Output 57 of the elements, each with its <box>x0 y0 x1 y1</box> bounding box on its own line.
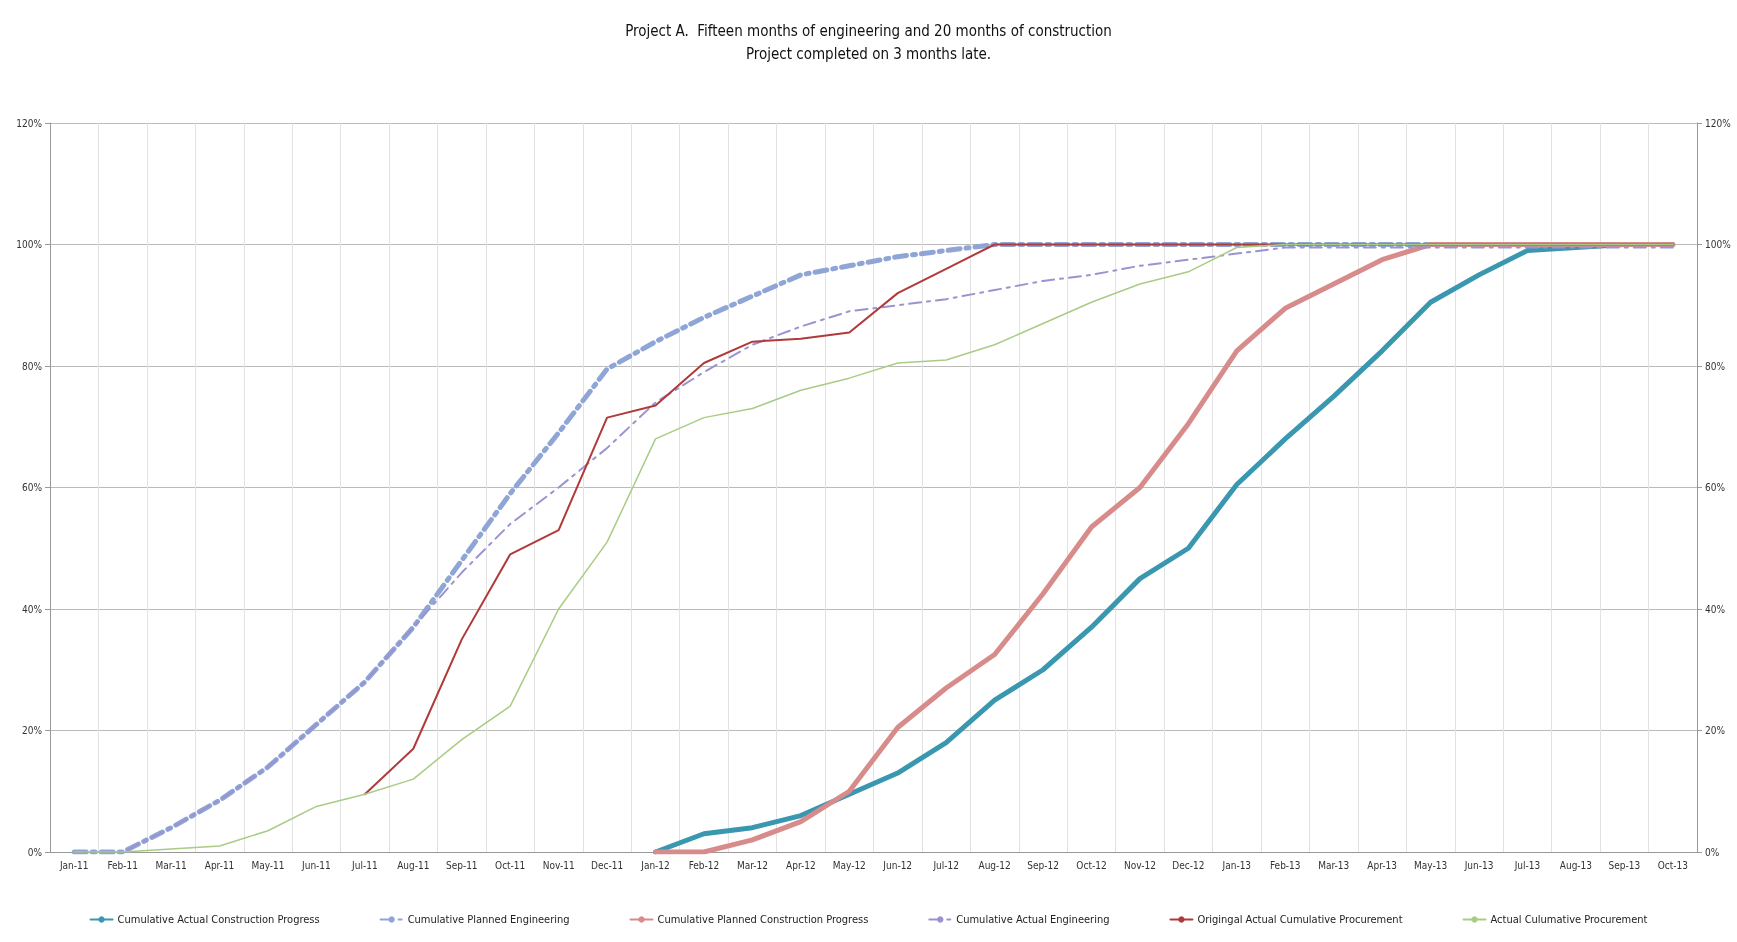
x-tick-label: Nov-12 <box>1123 859 1156 871</box>
chart-title: Project A. Fifteen months of engineering and 20 months of construction <box>625 21 1112 40</box>
y2-tick-label: 0% <box>1705 846 1720 858</box>
x-tick-label: Mar-11 <box>155 859 187 871</box>
legend-label: Cumulative Planned Construction Progress <box>657 913 869 926</box>
x-tick-label: Apr-11 <box>204 859 235 871</box>
y2-tick-label: 100% <box>1705 239 1732 250</box>
y2-tick-label: 40% <box>1705 603 1726 615</box>
x-tick-label: Mar-13 <box>1318 859 1350 871</box>
x-tick-label: May-11 <box>251 859 285 871</box>
x-tick-label: Jun-11 <box>301 859 331 871</box>
x-tick-label: Nov-11 <box>542 859 575 871</box>
x-tick-label: Apr-13 <box>1367 859 1397 871</box>
x-tick-label: Feb-11 <box>107 859 138 871</box>
x-tick-label: Apr-12 <box>786 859 816 871</box>
y-tick-label: 60% <box>22 482 43 493</box>
line-series <box>363 243 1674 796</box>
y-tick-label: 80% <box>22 360 43 372</box>
x-tick-label: Feb-12 <box>688 859 720 871</box>
y-tick-label: 100% <box>16 239 43 250</box>
y-tick-label: 20% <box>22 725 43 736</box>
x-tick-label: Dec-12 <box>1172 859 1205 871</box>
x-tick-label: Jul-13 <box>1513 859 1541 871</box>
legend-label: Actual Culumative Procurement <box>1490 913 1648 926</box>
x-tick-label: Jun-12 <box>882 859 913 871</box>
legend-label: Cumulative Actual Engineering <box>956 913 1110 926</box>
x-tick-label: Sep-13 <box>1608 859 1641 871</box>
x-tick-label: Aug-13 <box>1559 859 1593 871</box>
x-tick-label: Jan-12 <box>640 859 670 871</box>
y-tick-label: 0% <box>27 846 43 858</box>
x-tick-label: Aug-12 <box>978 859 1011 871</box>
x-tick-label: Jul-12 <box>932 859 959 871</box>
chart-subtitle: Project completed on 3 months late. <box>745 44 992 63</box>
y2-tick-label: 80% <box>1705 360 1726 372</box>
x-tick-label: Sep-12 <box>1027 859 1059 871</box>
y-tick-label: 40% <box>22 603 43 615</box>
y2-tick-label: 60% <box>1705 482 1726 493</box>
x-tick-label: Sep-11 <box>445 859 478 871</box>
legend-label: Cumulative Planned Engineering <box>407 913 570 926</box>
x-tick-label: Oct-12 <box>1076 859 1107 871</box>
x-tick-label: Jul-11 <box>351 859 378 871</box>
x-tick-label: May-12 <box>832 859 866 871</box>
x-tick-label: Dec-11 <box>591 859 624 871</box>
x-tick-label: Jan-13 <box>1221 859 1252 871</box>
y-tick-label: 120% <box>16 117 43 129</box>
y2-tick-label: 20% <box>1705 725 1726 736</box>
y2-tick-label: 120% <box>1705 117 1732 129</box>
x-tick-label: Jun-13 <box>1463 859 1494 871</box>
x-tick-label: Oct-13 <box>1657 859 1688 871</box>
legend-label: Origingal Actual Cumulative Procurement <box>1197 913 1403 926</box>
x-tick-label: Jan-11 <box>58 859 89 871</box>
x-tick-label: Aug-11 <box>397 859 430 871</box>
legend-label: Cumulative Actual Construction Progress <box>117 913 320 926</box>
x-tick-label: Feb-13 <box>1269 859 1301 871</box>
x-tick-label: Oct-11 <box>495 859 526 871</box>
x-tick-label: Mar-12 <box>736 859 768 871</box>
x-tick-label: May-13 <box>1414 859 1448 871</box>
